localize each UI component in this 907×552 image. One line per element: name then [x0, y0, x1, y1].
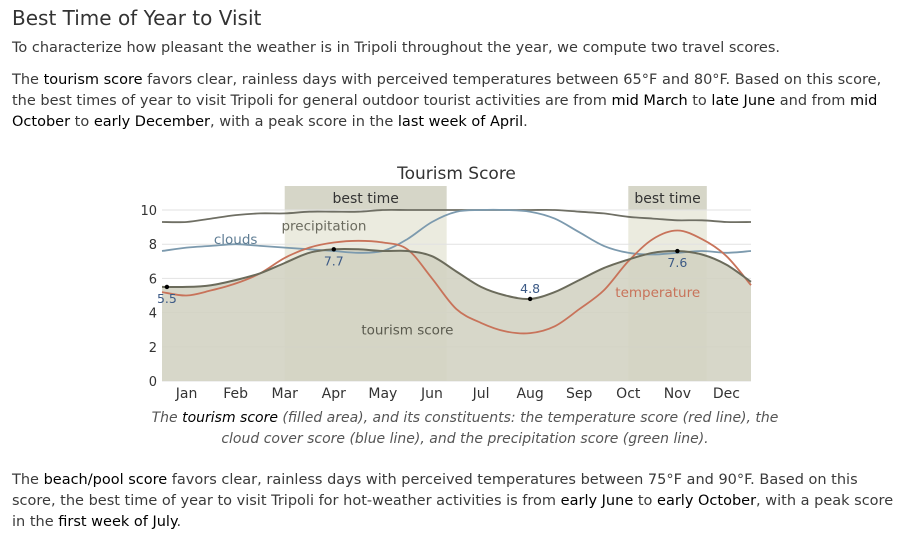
page-title: Best Time of Year to Visit [12, 6, 262, 30]
value-label: 5.5 [157, 291, 177, 306]
intro-paragraph: To characterize how pleasant the weather… [12, 40, 780, 56]
tourism-score-chart: Tourism Score best time best time 0 2 4 6 8 10 Ja… [140, 164, 752, 402]
text: favors clear, rainless days with perceiv… [12, 472, 858, 509]
x-tick-label: Jan [175, 386, 198, 402]
highlight: early June [560, 493, 634, 509]
text: to [687, 93, 712, 109]
y-tick-label: 0 [149, 375, 157, 390]
highlight: tourism score [182, 410, 278, 426]
x-tick-label: Jun [420, 386, 443, 402]
text: The [12, 72, 44, 88]
x-tick-label: Sep [566, 386, 593, 402]
chart-title: Tourism Score [396, 164, 516, 184]
value-marker [527, 296, 533, 302]
series-line-tourism-score [161, 248, 752, 301]
y-tick-label: 8 [149, 238, 157, 253]
series-label: temperature [615, 285, 700, 301]
series-line-precipitation [161, 208, 752, 224]
x-tick-label: Dec [713, 386, 740, 402]
text: The [12, 472, 44, 488]
x-tick-label: Aug [516, 386, 543, 402]
series-line-clouds [161, 208, 752, 256]
text: to [70, 114, 94, 130]
text: . [523, 114, 528, 130]
highlight: tourism score [43, 72, 143, 88]
text: to [633, 493, 658, 509]
beach-paragraph: The beach/pool score favors clear, rainl… [12, 470, 897, 533]
text: The [151, 410, 183, 426]
highlight: early October [657, 493, 757, 509]
value-label: 7.7 [324, 253, 344, 268]
y-tick-label: 10 [140, 204, 157, 219]
text: , with a peak score in the [210, 114, 398, 130]
text: (filled area), and its constituents: the… [221, 410, 779, 447]
text: favors clear, rainless days with perceiv… [12, 72, 882, 109]
highlight: first week of July [58, 514, 177, 530]
series-label: precipitation [281, 218, 366, 234]
highlight: late June [711, 93, 776, 109]
best-time-band-header [628, 186, 707, 210]
text: . [176, 514, 182, 530]
series-label: tourism score [361, 323, 453, 339]
highlight: beach/pool score [43, 472, 168, 488]
chart-caption: The tourism score (filled area), and its… [140, 408, 790, 450]
highlight: early December [93, 114, 210, 130]
text: and from [775, 93, 850, 109]
tourism-paragraph: The tourism score favors clear, rainless… [12, 70, 897, 133]
tourism-score-area [162, 248, 751, 381]
value-marker [331, 247, 336, 252]
highlight: last week of April [397, 114, 524, 130]
x-tick-label: Nov [664, 386, 691, 402]
highlight: mid October [12, 93, 878, 130]
y-tick-label: 2 [149, 341, 157, 356]
value-label: 7.6 [667, 255, 687, 270]
best-time-band-header [284, 186, 447, 210]
value-label: 4.8 [520, 281, 540, 296]
text: , with a peak score in the [12, 493, 894, 530]
y-tick-label: 4 [149, 307, 157, 322]
x-tick-label: Feb [223, 386, 248, 402]
x-tick-label: May [368, 386, 397, 402]
value-marker [164, 284, 170, 290]
best-time-label: best time [634, 191, 700, 207]
x-tick-label: Jul [472, 386, 490, 402]
series-label: clouds [214, 232, 258, 248]
x-tick-label: Oct [616, 386, 641, 402]
value-marker [675, 248, 680, 254]
best-time-label: best time [333, 191, 399, 207]
y-tick-label: 6 [149, 272, 157, 287]
x-tick-label: Mar [271, 386, 298, 402]
highlight: mid March [611, 93, 688, 109]
x-tick-label: Apr [322, 386, 346, 402]
